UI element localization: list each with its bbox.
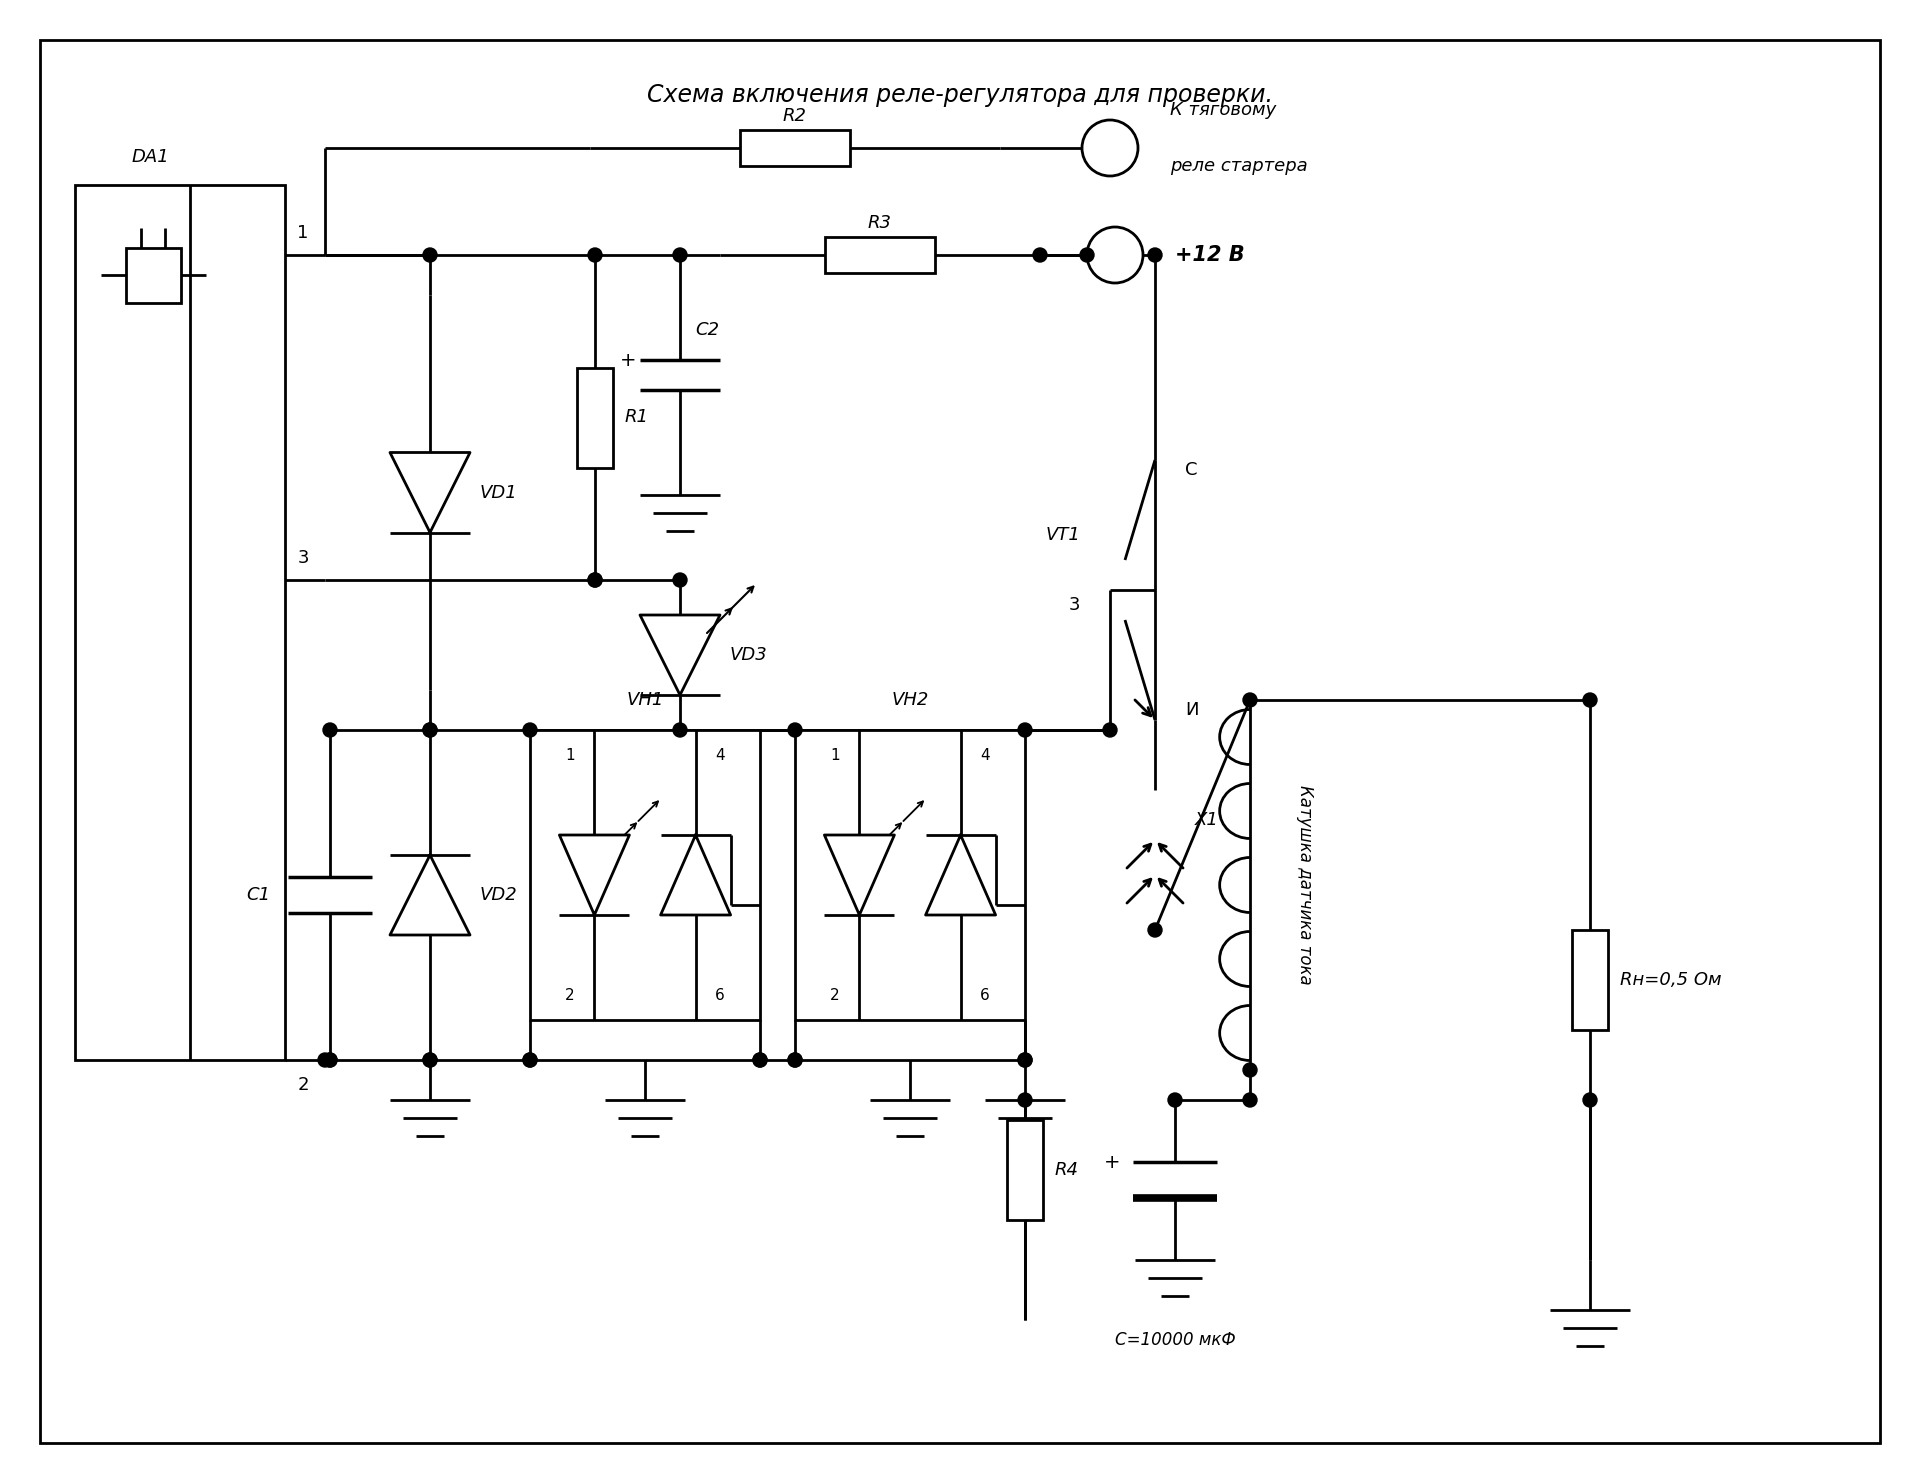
Circle shape [588, 572, 603, 587]
Circle shape [1148, 248, 1162, 262]
Text: 1: 1 [564, 747, 574, 762]
Circle shape [1018, 1093, 1033, 1106]
Text: Rн=0,5 Ом: Rн=0,5 Ом [1620, 971, 1722, 989]
Circle shape [1018, 1053, 1033, 1066]
Circle shape [588, 572, 603, 587]
Text: +: + [620, 350, 636, 369]
Polygon shape [639, 615, 720, 696]
Text: VD3: VD3 [730, 647, 768, 664]
Text: C2: C2 [695, 320, 720, 340]
Circle shape [674, 572, 687, 587]
Bar [1006, 1120, 1043, 1221]
Bar [125, 248, 180, 303]
Circle shape [1033, 248, 1046, 262]
Text: К тяговому: К тяговому [1169, 101, 1277, 119]
Circle shape [1018, 1053, 1033, 1066]
Text: R1: R1 [626, 408, 649, 427]
Circle shape [323, 1053, 338, 1066]
Text: R2: R2 [783, 107, 806, 125]
Text: VH2: VH2 [891, 691, 929, 709]
Text: Схема включения реле-регулятора для проверки.: Схема включения реле-регулятора для пров… [647, 83, 1273, 107]
Text: X1: X1 [1194, 811, 1219, 829]
Circle shape [1242, 1093, 1258, 1106]
Text: DA1: DA1 [131, 148, 169, 166]
Text: VD1: VD1 [480, 483, 518, 501]
Circle shape [1167, 1093, 1183, 1106]
Circle shape [422, 1053, 438, 1066]
Circle shape [1102, 724, 1117, 737]
Text: 1: 1 [829, 747, 839, 762]
Bar [1572, 930, 1609, 1031]
Text: 4: 4 [981, 747, 991, 762]
Polygon shape [660, 835, 732, 915]
Circle shape [1018, 724, 1033, 737]
Polygon shape [559, 835, 630, 915]
Circle shape [588, 248, 603, 262]
Text: +12 В: +12 В [1175, 245, 1244, 265]
Circle shape [319, 1053, 332, 1066]
Text: 4: 4 [714, 747, 726, 762]
Polygon shape [390, 856, 470, 934]
Text: 2: 2 [564, 988, 574, 1003]
Circle shape [1582, 1093, 1597, 1106]
Circle shape [1242, 693, 1258, 707]
Bar [530, 730, 760, 1020]
Text: VT1: VT1 [1044, 526, 1079, 544]
Circle shape [323, 1053, 338, 1066]
Polygon shape [390, 452, 470, 532]
Circle shape [753, 1053, 766, 1066]
Circle shape [674, 248, 687, 262]
Circle shape [1582, 693, 1597, 707]
Circle shape [522, 1053, 538, 1066]
Circle shape [422, 724, 438, 737]
Text: С: С [1185, 461, 1198, 479]
Text: +: + [1104, 1152, 1119, 1172]
Text: 3: 3 [1069, 596, 1079, 614]
Text: Катушка датчика тока: Катушка датчика тока [1296, 785, 1313, 985]
Bar [578, 368, 612, 467]
Circle shape [1148, 922, 1162, 937]
Text: R3: R3 [868, 214, 893, 231]
Text: И: И [1185, 701, 1198, 719]
Bar [739, 131, 851, 166]
Bar [826, 237, 935, 273]
Circle shape [1087, 227, 1142, 283]
Text: 6: 6 [979, 988, 991, 1003]
Circle shape [787, 724, 803, 737]
Circle shape [753, 1053, 766, 1066]
Text: 1: 1 [298, 224, 309, 242]
Text: C1: C1 [246, 885, 271, 905]
Circle shape [787, 1053, 803, 1066]
Circle shape [1083, 120, 1139, 176]
Circle shape [422, 1053, 438, 1066]
Text: 3: 3 [298, 549, 309, 567]
Circle shape [1079, 248, 1094, 262]
Text: VD2: VD2 [480, 885, 518, 905]
Circle shape [422, 724, 438, 737]
Polygon shape [824, 835, 895, 915]
Text: реле стартера: реле стартера [1169, 157, 1308, 175]
Circle shape [787, 1053, 803, 1066]
Circle shape [522, 724, 538, 737]
Circle shape [323, 724, 338, 737]
Text: 6: 6 [714, 988, 726, 1003]
Text: 2: 2 [298, 1077, 309, 1094]
Bar [795, 730, 1025, 1020]
Circle shape [422, 248, 438, 262]
Circle shape [674, 724, 687, 737]
Circle shape [1242, 1063, 1258, 1077]
Bar [75, 185, 284, 1060]
Text: R4: R4 [1054, 1161, 1079, 1179]
Text: 2: 2 [829, 988, 839, 1003]
Text: VH1: VH1 [626, 691, 664, 709]
Polygon shape [925, 835, 996, 915]
Text: C=10000 мкФ: C=10000 мкФ [1116, 1332, 1235, 1350]
Circle shape [522, 1053, 538, 1066]
